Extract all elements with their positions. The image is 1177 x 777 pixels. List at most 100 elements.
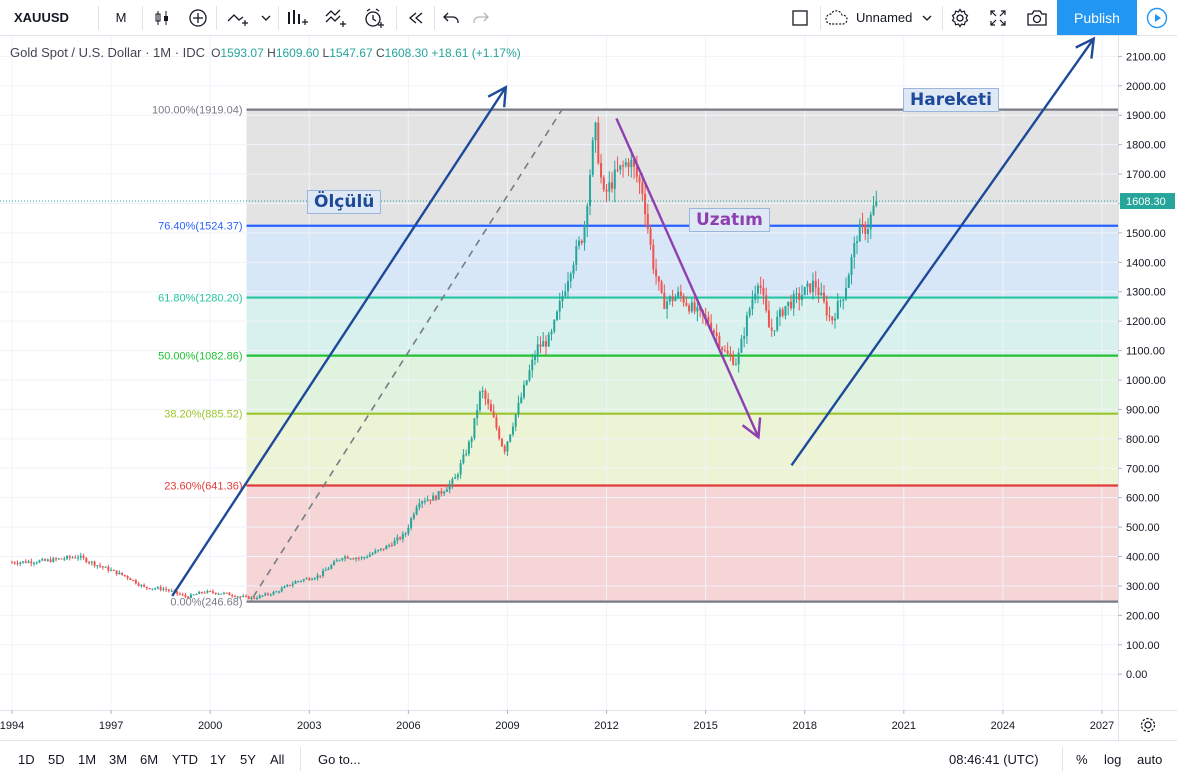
symbol-search[interactable]: XAUUSD bbox=[14, 10, 69, 25]
candle-body bbox=[327, 568, 330, 570]
candle-body bbox=[319, 575, 322, 577]
range-1m[interactable]: 1M bbox=[78, 751, 97, 767]
bars-compare-icon[interactable] bbox=[280, 0, 316, 35]
chevron-down-icon[interactable] bbox=[256, 0, 276, 35]
candle-body bbox=[798, 293, 801, 300]
candle-body bbox=[842, 299, 845, 301]
candle-body bbox=[13, 562, 16, 564]
candle-body bbox=[355, 557, 358, 559]
candle-body bbox=[544, 341, 547, 347]
gear-icon[interactable] bbox=[942, 0, 978, 35]
square-icon[interactable] bbox=[782, 0, 818, 35]
candle-body bbox=[96, 565, 99, 567]
candle-body bbox=[751, 299, 754, 309]
candle-body bbox=[787, 301, 790, 306]
candle-body bbox=[322, 570, 325, 576]
range-5d[interactable]: 5D bbox=[48, 751, 65, 767]
candle-body bbox=[856, 241, 859, 243]
candle-body bbox=[363, 557, 366, 559]
candle-body bbox=[289, 584, 292, 586]
candle-body bbox=[445, 489, 448, 492]
fullscreen-icon[interactable] bbox=[980, 0, 1016, 35]
candle-body bbox=[792, 294, 795, 309]
candle-body bbox=[184, 594, 187, 597]
candle-body bbox=[407, 527, 410, 534]
price-chart[interactable]: 100.00%(1919.04) 76.40%(1524.37) 61.80%(12… bbox=[0, 36, 1177, 740]
last-price-badge bbox=[1120, 193, 1175, 210]
candle-body bbox=[412, 514, 415, 519]
candle-body bbox=[134, 580, 137, 584]
candle-body bbox=[531, 359, 534, 371]
candle-body bbox=[481, 390, 484, 392]
chart-area[interactable]: 100.00%(1919.04) 76.40%(1524.37) 61.80%(12… bbox=[0, 36, 1177, 740]
candle-body bbox=[514, 414, 517, 427]
annotation-hareketi[interactable]: Hareketi bbox=[903, 88, 999, 112]
fib-zone bbox=[246, 413, 1118, 486]
candle-body bbox=[847, 275, 850, 288]
candle-body bbox=[27, 561, 30, 563]
candle-body bbox=[393, 540, 396, 546]
candle-body bbox=[655, 269, 658, 277]
candle-body bbox=[305, 578, 308, 580]
candle-body bbox=[261, 595, 264, 597]
candle-body bbox=[864, 224, 867, 234]
toolbar-divider bbox=[216, 6, 217, 30]
interval-button[interactable]: M bbox=[115, 10, 127, 25]
candle-body bbox=[200, 591, 203, 593]
candle-body bbox=[520, 397, 523, 403]
go-to-button[interactable]: Go to... bbox=[318, 751, 361, 767]
percent-toggle[interactable]: % bbox=[1076, 751, 1088, 767]
candle-body bbox=[272, 591, 275, 595]
candle-body bbox=[330, 565, 333, 569]
annotation-uzatim[interactable]: Uzatım bbox=[689, 208, 770, 232]
range-all[interactable]: All bbox=[270, 751, 285, 767]
publish-button[interactable]: Publish bbox=[1057, 0, 1137, 35]
candle-body bbox=[242, 596, 245, 598]
log-toggle[interactable]: log bbox=[1104, 751, 1122, 767]
candle-body bbox=[63, 558, 66, 560]
candle-body bbox=[822, 292, 825, 302]
range-6m[interactable]: 6M bbox=[140, 751, 159, 767]
auto-toggle[interactable]: auto bbox=[1137, 751, 1163, 767]
candle-body bbox=[440, 491, 443, 494]
range-3m[interactable]: 3M bbox=[109, 751, 128, 767]
candle-body bbox=[583, 224, 586, 244]
candle-body bbox=[426, 499, 429, 502]
undo-icon[interactable] bbox=[436, 0, 466, 35]
candle-body bbox=[569, 273, 572, 282]
candle-body bbox=[663, 292, 666, 309]
legend-title: Gold Spot / U.S. Dollar · 1M · IDC bbox=[10, 45, 206, 60]
candles-icon[interactable] bbox=[144, 0, 180, 35]
candle-body bbox=[867, 229, 870, 234]
replay-icon[interactable] bbox=[398, 0, 434, 35]
candle-body bbox=[156, 587, 159, 589]
annotation-olculu[interactable]: Ölçülü bbox=[307, 190, 382, 214]
price-axis: 2200.002100.002000.001900.001800.001700.… bbox=[1118, 36, 1177, 740]
candle-body bbox=[572, 264, 575, 274]
clock[interactable]: 08:46:41 (UTC) bbox=[949, 751, 1039, 767]
range-5y[interactable]: 5Y bbox=[240, 751, 256, 767]
candle-body bbox=[635, 166, 638, 177]
range-1y[interactable]: 1Y bbox=[210, 751, 226, 767]
candle-body bbox=[652, 244, 655, 270]
candle-body bbox=[814, 280, 817, 288]
indicators-icon[interactable] bbox=[318, 0, 354, 35]
candle-body bbox=[600, 163, 603, 178]
camera-icon[interactable] bbox=[1018, 0, 1056, 35]
candle-body bbox=[586, 205, 589, 225]
fib-level-label: 50.00%(1082.86) bbox=[158, 351, 242, 363]
redo-icon[interactable] bbox=[466, 0, 496, 35]
add-indicator-icon[interactable] bbox=[180, 0, 216, 35]
candle-body bbox=[547, 334, 550, 347]
candle-body bbox=[335, 560, 338, 562]
candle-body bbox=[214, 592, 217, 594]
range-1d[interactable]: 1D bbox=[18, 751, 35, 767]
range-ytd[interactable]: YTD bbox=[172, 751, 198, 767]
candle-body bbox=[872, 205, 875, 215]
alert-icon[interactable] bbox=[356, 0, 392, 35]
play-icon[interactable] bbox=[1137, 0, 1177, 35]
candle-body bbox=[833, 318, 836, 321]
chart-type-icon[interactable] bbox=[220, 0, 256, 35]
candle-body bbox=[503, 446, 506, 452]
layout-menu[interactable]: Unnamed bbox=[824, 0, 942, 35]
